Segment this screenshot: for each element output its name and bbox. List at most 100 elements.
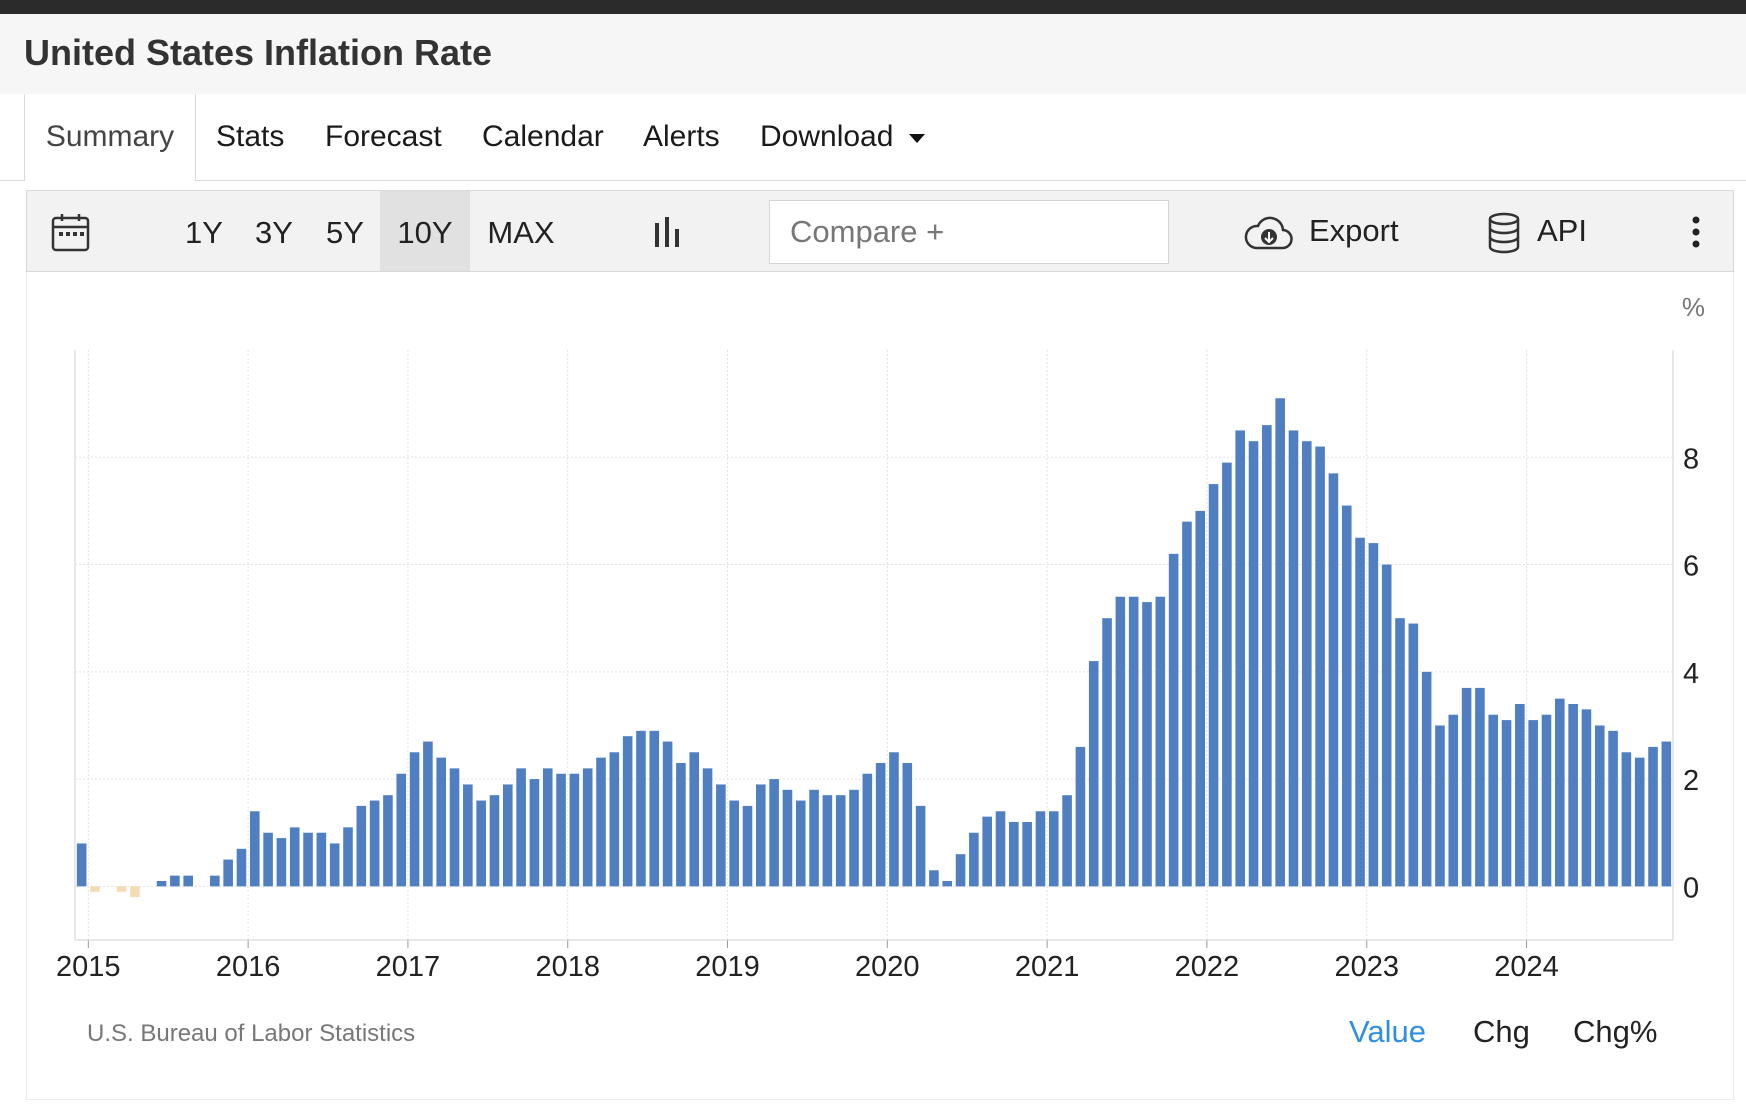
bar [183, 875, 193, 887]
bar [1128, 596, 1139, 887]
bar [822, 795, 833, 887]
range-max-button[interactable]: MAX [487, 215, 555, 250]
tab-forecast[interactable]: Forecast [325, 120, 442, 153]
bar [502, 784, 513, 887]
bar [969, 832, 979, 887]
bar [423, 741, 433, 887]
bar [1088, 661, 1099, 887]
view-chgpct-button[interactable]: Chg% [1573, 1014, 1658, 1049]
bar [835, 795, 846, 887]
tab-download-label: Download [760, 120, 894, 153]
bar [276, 838, 287, 887]
bar [1208, 484, 1219, 887]
bar [1182, 521, 1192, 887]
bar [1355, 537, 1365, 887]
bar [1195, 510, 1206, 887]
bar [1222, 462, 1232, 887]
view-chg-button[interactable]: Chg [1473, 1014, 1530, 1049]
bar [1395, 618, 1405, 887]
bar [862, 773, 873, 887]
bar [356, 805, 367, 887]
bar [622, 736, 633, 887]
bar [636, 730, 646, 887]
calendar-icon[interactable] [51, 213, 91, 253]
bar [649, 730, 660, 887]
bar [795, 800, 806, 887]
y-tick-label: 2 [1683, 765, 1699, 797]
bar [1568, 704, 1578, 887]
view-value-button[interactable]: Value [1349, 1014, 1426, 1049]
bar [1262, 425, 1272, 887]
x-tick-label: 2022 [1175, 951, 1240, 983]
x-tick-label: 2018 [535, 951, 600, 983]
export-button[interactable]: Export [1243, 191, 1399, 271]
api-button[interactable]: API [1487, 191, 1587, 271]
x-tick-label: 2024 [1494, 951, 1559, 983]
x-tick-label: 2015 [56, 951, 121, 983]
bar [809, 789, 819, 887]
bar [116, 886, 127, 892]
range-10y-button[interactable]: 10Y [380, 191, 470, 271]
x-tick-label: 2021 [1015, 951, 1080, 983]
bar [1328, 473, 1339, 887]
bar [742, 805, 753, 887]
bar [1648, 746, 1658, 887]
bar [1594, 725, 1605, 887]
bar [516, 768, 526, 887]
tab-calendar[interactable]: Calendar [482, 120, 604, 153]
bar [849, 789, 859, 887]
tab-alerts[interactable]: Alerts [643, 120, 720, 153]
bar [1009, 822, 1019, 887]
bar [1488, 714, 1499, 887]
more-vertical-icon[interactable] [1691, 215, 1701, 249]
bar [76, 843, 87, 887]
bar [982, 816, 992, 887]
source-label: U.S. Bureau of Labor Statistics [87, 1020, 416, 1047]
bar [782, 789, 793, 887]
bar [1608, 730, 1618, 887]
bar [756, 784, 766, 887]
bar [529, 779, 540, 887]
bar [236, 848, 247, 887]
y-tick-label: 4 [1683, 658, 1699, 690]
compare-input[interactable] [769, 200, 1169, 264]
bar [343, 827, 353, 887]
bar [1288, 430, 1299, 887]
cloud-download-icon [1243, 215, 1293, 251]
bar [769, 779, 779, 887]
bar [542, 768, 553, 887]
range-5y-button[interactable]: 5Y [326, 215, 364, 250]
bar [303, 832, 313, 887]
tab-summary[interactable]: Summary [24, 94, 196, 181]
api-label: API [1537, 213, 1587, 248]
tab-download[interactable]: Download [760, 94, 926, 180]
bar-chart-icon[interactable] [653, 215, 683, 247]
bar [955, 854, 966, 887]
x-tick-label: 2017 [376, 951, 441, 983]
x-tick-label: 2023 [1334, 951, 1399, 983]
bar [383, 795, 393, 887]
database-icon [1487, 212, 1521, 254]
bar [489, 795, 500, 887]
bar [476, 800, 486, 887]
bar [1275, 398, 1285, 887]
range-3y-button[interactable]: 3Y [255, 215, 293, 250]
bar [463, 784, 473, 887]
range-1y-button[interactable]: 1Y [185, 215, 223, 250]
bar [729, 800, 739, 887]
bar [902, 763, 913, 887]
bar [409, 752, 420, 887]
bar [1115, 596, 1126, 887]
bar [1235, 430, 1246, 887]
bar [210, 875, 220, 887]
bar [875, 763, 886, 887]
bar [1035, 811, 1046, 887]
bar [329, 843, 340, 887]
bar [1048, 811, 1059, 887]
bar [702, 768, 713, 887]
x-tick-label: 2019 [695, 951, 760, 983]
bar [1528, 720, 1538, 887]
bar [1475, 687, 1485, 887]
tab-stats[interactable]: Stats [216, 120, 285, 153]
bar [1381, 564, 1392, 887]
